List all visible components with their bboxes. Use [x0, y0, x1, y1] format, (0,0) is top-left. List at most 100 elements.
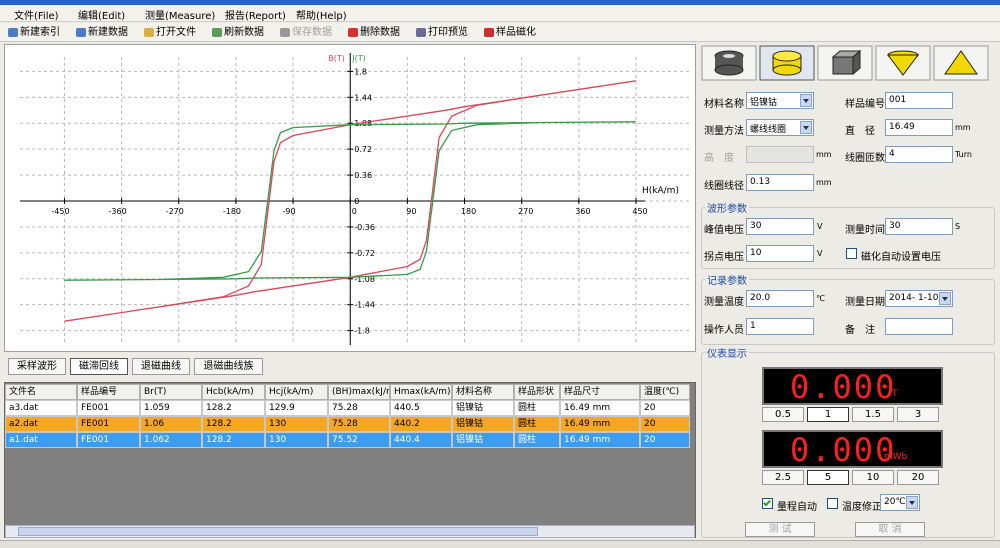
column-header[interactable]: Hmax(kA/m): [390, 384, 452, 400]
table-cell[interactable]: 铝镍钴: [452, 416, 514, 432]
table-cell[interactable]: 20: [640, 400, 690, 416]
text-input[interactable]: [885, 318, 953, 335]
column-header[interactable]: 材料名称: [452, 384, 514, 400]
scroll-thumb[interactable]: [18, 527, 538, 536]
checkbox-label[interactable]: 磁化自动设置电压: [861, 252, 941, 263]
table-cell[interactable]: 1.06: [140, 416, 202, 432]
checkbox[interactable]: [846, 248, 857, 259]
table-cell[interactable]: a1.dat: [5, 432, 77, 448]
table-cell[interactable]: 130: [265, 416, 328, 432]
checkbox[interactable]: [827, 498, 838, 509]
table-cell[interactable]: 440.4: [390, 432, 452, 448]
table-cell[interactable]: FE001: [77, 416, 140, 432]
toolbar-button[interactable]: 删除数据: [360, 27, 400, 38]
table-cell[interactable]: 75.28: [328, 400, 390, 416]
table-cell[interactable]: 圆柱: [514, 432, 560, 448]
x-tick-label: 270: [518, 207, 533, 216]
menu-item[interactable]: 文件(File): [14, 11, 59, 22]
dropdown[interactable]: 铝镍钴: [746, 92, 814, 109]
table-cell[interactable]: 铝镍钴: [452, 432, 514, 448]
checkbox-label[interactable]: 温度修正: [842, 502, 882, 513]
text-input[interactable]: 30: [885, 218, 953, 235]
table-cell[interactable]: 1.059: [140, 400, 202, 416]
menu-item[interactable]: 报告(Report): [225, 11, 286, 22]
dropdown[interactable]: 2014- 1-10: [885, 290, 953, 307]
table-cell[interactable]: 1.062: [140, 432, 202, 448]
column-header[interactable]: 样品形状: [514, 384, 560, 400]
table-cell[interactable]: 440.5: [390, 400, 452, 416]
checkbox-label[interactable]: 量程自动: [777, 502, 817, 513]
table-cell[interactable]: 圆柱: [514, 416, 560, 432]
tab[interactable]: 磁滞回线: [70, 358, 128, 375]
text-input[interactable]: 16.49: [885, 119, 953, 136]
toolbar-button[interactable]: 样品磁化: [496, 27, 536, 38]
table-cell[interactable]: 440.2: [390, 416, 452, 432]
toolbar-button[interactable]: 打印预览: [428, 27, 468, 38]
range-button[interactable]: 10: [852, 470, 894, 485]
column-header[interactable]: Br(T): [140, 384, 202, 400]
toolbar-icon: [76, 28, 86, 37]
table-cell[interactable]: a3.dat: [5, 400, 77, 416]
range-button[interactable]: 20: [897, 470, 939, 485]
column-header[interactable]: Hcj(kA/m): [265, 384, 328, 400]
series-label: B(T): [328, 54, 345, 63]
column-header[interactable]: Hcb(kA/m): [202, 384, 265, 400]
table-cell[interactable]: 128.2: [202, 432, 265, 448]
dropdown[interactable]: 螺线线圈: [746, 119, 814, 136]
group-title: 波形参数: [705, 200, 749, 215]
table-cell[interactable]: 75.52: [328, 432, 390, 448]
range-button[interactable]: 0.5: [762, 407, 804, 422]
toolbar-icon: [8, 28, 18, 37]
tab[interactable]: 退磁曲线: [132, 358, 190, 375]
table-cell[interactable]: 129.9: [265, 400, 328, 416]
toolbar-button[interactable]: 新建数据: [88, 27, 128, 38]
table-cell[interactable]: 铝镍钴: [452, 400, 514, 416]
table-cell[interactable]: a2.dat: [5, 416, 77, 432]
checkbox[interactable]: [762, 498, 773, 509]
table-cell[interactable]: 16.49 mm: [560, 416, 640, 432]
toolbar-button[interactable]: 刷新数据: [224, 27, 264, 38]
text-input[interactable]: 001: [885, 92, 953, 109]
table-cell[interactable]: 16.49 mm: [560, 400, 640, 416]
text-input[interactable]: 10: [746, 245, 814, 262]
x-tick-label: -180: [223, 207, 241, 216]
range-button[interactable]: 2.5: [762, 470, 804, 485]
column-header[interactable]: 样品编号: [77, 384, 140, 400]
table-cell[interactable]: FE001: [77, 400, 140, 416]
table-cell[interactable]: 圆柱: [514, 400, 560, 416]
table-cell[interactable]: 16.49 mm: [560, 432, 640, 448]
range-button[interactable]: 3: [897, 407, 939, 422]
text-input[interactable]: 0.13: [746, 174, 814, 191]
text-input[interactable]: 1: [746, 318, 814, 335]
column-header[interactable]: 样品尺寸: [560, 384, 640, 400]
table-cell[interactable]: 75.28: [328, 416, 390, 432]
table-cell[interactable]: 130: [265, 432, 328, 448]
text-input[interactable]: 20.0: [746, 290, 814, 307]
column-header[interactable]: 温度(℃): [640, 384, 690, 400]
range-button[interactable]: 1: [807, 407, 849, 422]
menu-item[interactable]: 帮助(Help): [296, 11, 347, 22]
table-cell[interactable]: 20: [640, 432, 690, 448]
table-cell[interactable]: 128.2: [202, 400, 265, 416]
field-label: 测量温度: [704, 297, 744, 308]
range-button[interactable]: 1.5: [852, 407, 894, 422]
tab[interactable]: 退磁曲线族: [194, 358, 263, 375]
table-cell[interactable]: 20: [640, 416, 690, 432]
range-button[interactable]: 5: [807, 470, 849, 485]
menu-bar: [0, 5, 1000, 22]
column-header[interactable]: (BH)max(kJ/m³): [328, 384, 390, 400]
menu-item[interactable]: 测量(Measure): [145, 11, 216, 22]
toolbar-button[interactable]: 新建索引: [20, 27, 60, 38]
table-cell[interactable]: FE001: [77, 432, 140, 448]
text-input[interactable]: 4: [885, 146, 953, 163]
toolbar-button[interactable]: 打开文件: [156, 27, 196, 38]
tab[interactable]: 采样波形: [8, 358, 66, 375]
text-input[interactable]: 30: [746, 218, 814, 235]
table-cell[interactable]: 128.2: [202, 416, 265, 432]
field-label: 备 注: [845, 325, 875, 336]
y-tick-label: -0.36: [354, 223, 375, 232]
field-label: 操作人员: [704, 325, 744, 336]
field-label: 测量日期: [845, 297, 885, 308]
column-header[interactable]: 文件名: [5, 384, 77, 400]
menu-item[interactable]: 编辑(Edit): [78, 11, 126, 22]
